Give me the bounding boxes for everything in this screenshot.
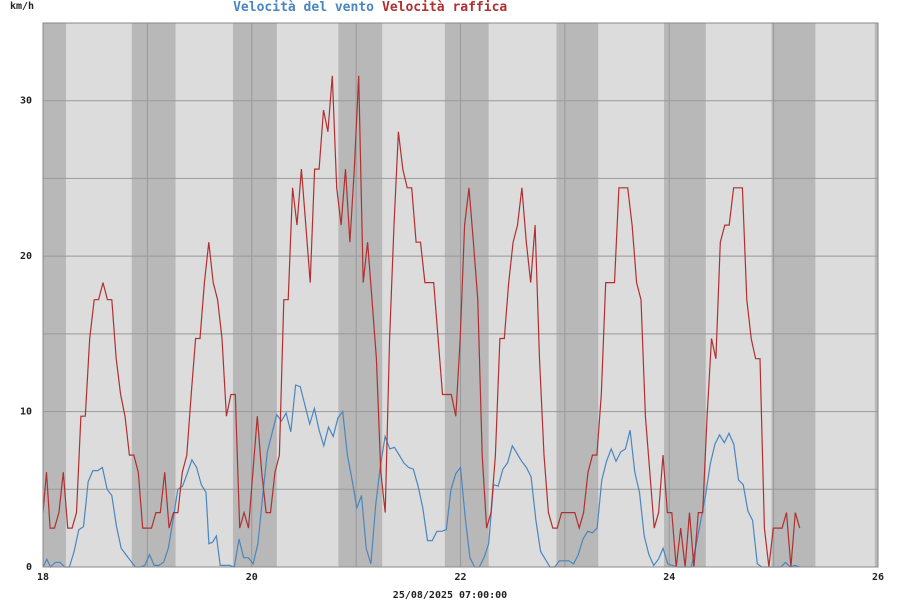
series-line-wind-speed bbox=[42, 384, 800, 569]
series-line-gust-speed bbox=[42, 75, 801, 568]
plot-area bbox=[42, 23, 879, 569]
legend-gust-speed: Velocità raffica bbox=[382, 0, 507, 15]
x-tick-label: 22 bbox=[454, 572, 466, 583]
y-tick-label: 30 bbox=[20, 96, 32, 107]
axes: 0 10 20 30 18 20 22 24 26 bbox=[20, 22, 884, 583]
night-band bbox=[131, 23, 176, 567]
night-band bbox=[444, 23, 489, 567]
night-band bbox=[556, 23, 599, 567]
night-band bbox=[43, 23, 66, 567]
y-unit-label: km/h bbox=[10, 1, 34, 12]
y-tick-label: 20 bbox=[20, 251, 32, 262]
x-tick-label: 26 bbox=[872, 572, 884, 583]
y-tick-label: 10 bbox=[20, 407, 32, 418]
night-band bbox=[664, 23, 706, 567]
night-band bbox=[338, 23, 383, 567]
night-band bbox=[874, 23, 878, 567]
x-date-caption: 25/08/2025 07:00:00 bbox=[393, 590, 507, 600]
night-band bbox=[771, 23, 816, 567]
x-tick-label: 24 bbox=[663, 572, 675, 583]
x-tick-label: 20 bbox=[246, 572, 258, 583]
y-tick-label: 0 bbox=[26, 562, 32, 573]
night-band bbox=[232, 23, 277, 567]
x-tick-label: 18 bbox=[37, 572, 49, 583]
legend-wind-speed: Velocità del vento bbox=[233, 0, 374, 15]
plot-frame bbox=[42, 22, 879, 568]
